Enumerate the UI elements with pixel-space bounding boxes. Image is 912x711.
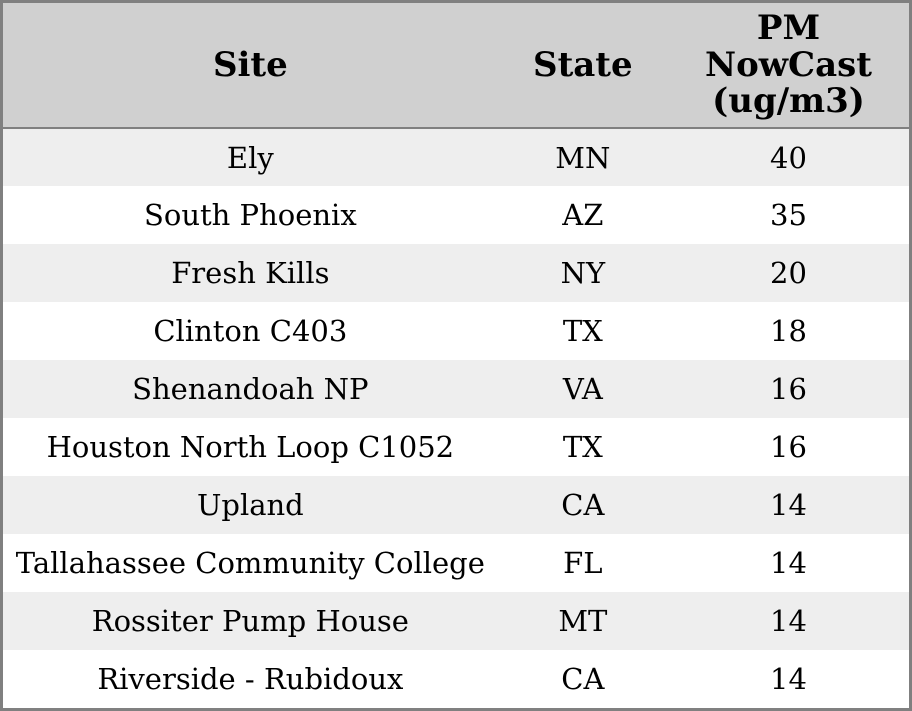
cell-pm-nowcast: 35	[770, 198, 807, 232]
table-header: Site State PM NowCast (ug/m3)	[3, 3, 909, 129]
cell-state: AZ	[562, 198, 604, 232]
table-row: Clinton C403 TX 18	[3, 302, 909, 360]
cell-state: CA	[561, 488, 605, 522]
cell-site: Upland	[196, 488, 304, 522]
cell-site: Houston North Loop C1052	[46, 430, 455, 464]
cell-site: Fresh Kills	[171, 256, 330, 290]
cell-pm-nowcast: 40	[770, 140, 807, 175]
cell-pm-nowcast: 14	[770, 662, 807, 696]
table-row: Fresh Kills NY 20	[3, 244, 909, 302]
cell-pm-nowcast: 14	[770, 488, 807, 522]
cell-pm-nowcast: 14	[770, 604, 807, 638]
cell-site: Clinton C403	[153, 314, 348, 348]
cell-site: Shenandoah NP	[132, 372, 369, 406]
table-row: Riverside - Rubidoux CA 14	[3, 650, 909, 708]
table-row: South Phoenix AZ 35	[3, 186, 909, 244]
cell-pm-nowcast: 14	[770, 546, 807, 580]
table-row: Upland CA 14	[3, 476, 909, 534]
cell-state: CA	[561, 662, 605, 696]
table-row: Houston North Loop C1052 TX 16	[3, 418, 909, 476]
cell-site: Ely	[226, 140, 274, 175]
cell-state: NY	[560, 256, 606, 290]
cell-state: VA	[562, 372, 603, 406]
column-header-state: State	[497, 3, 668, 129]
table-row: Shenandoah NP VA 16	[3, 360, 909, 418]
table-body: Ely MN 40 South Phoenix AZ 35 Fresh Kills NY 20 C…	[3, 128, 909, 708]
cell-pm-nowcast: 16	[770, 372, 807, 406]
cell-state: TX	[562, 430, 603, 464]
cell-state: FL	[563, 546, 603, 580]
pm-nowcast-table: Site State PM NowCast (ug/m3) Ely MN 40 Sou…	[3, 3, 909, 708]
table-row: Tallahassee Community College FL 14	[3, 534, 909, 592]
cell-site: South Phoenix	[144, 198, 357, 232]
column-header-site: Site	[3, 3, 498, 129]
cell-pm-nowcast: 18	[770, 314, 807, 348]
cell-state: TX	[562, 314, 603, 348]
table-row: Ely MN 40	[3, 128, 909, 186]
cell-site: Riverside - Rubidoux	[97, 662, 404, 696]
cell-site: Tallahassee Community College	[15, 546, 485, 580]
cell-pm-nowcast: 20	[770, 256, 807, 290]
cell-state: MN	[555, 140, 611, 175]
column-header-pm-nowcast: PM NowCast (ug/m3)	[668, 3, 909, 129]
cell-site: Rossiter Pump House	[91, 604, 409, 638]
table-row: Rossiter Pump House MT 14	[3, 592, 909, 650]
cell-pm-nowcast: 16	[770, 430, 807, 464]
cell-state: MT	[558, 604, 608, 638]
header-row: Site State PM NowCast (ug/m3)	[3, 3, 909, 129]
